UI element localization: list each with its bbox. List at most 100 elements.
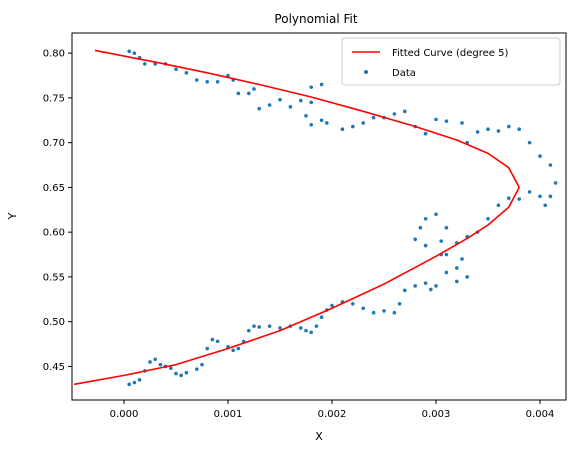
data-point [413, 284, 418, 288]
data-point [439, 239, 444, 243]
data-point [538, 194, 542, 199]
data-point [299, 326, 303, 330]
legend-data-label: Data [392, 68, 416, 79]
data-point [444, 252, 449, 257]
data-point [325, 121, 329, 125]
data-point [319, 82, 324, 87]
y-tick-label: 0.45 [43, 362, 65, 373]
x-tick-label: 0.001 [214, 409, 243, 420]
data-point [169, 366, 173, 371]
data-point [210, 337, 215, 342]
x-axis-label: X [315, 430, 323, 443]
data-point [314, 324, 319, 328]
data-point [236, 91, 241, 96]
data-point [351, 124, 355, 129]
data-point [371, 115, 376, 120]
data-point [548, 163, 553, 167]
data-point [288, 105, 293, 109]
data-point [205, 346, 209, 351]
data-point [413, 237, 418, 242]
data-point [143, 62, 147, 66]
y-tick-label: 0.55 [43, 272, 65, 283]
data-point [267, 324, 272, 328]
data-point [137, 378, 142, 382]
data-point [455, 279, 459, 284]
data-point [418, 225, 423, 230]
y-axis-label: Y [6, 212, 19, 220]
data-point [423, 131, 428, 136]
data-point [434, 117, 438, 122]
data-point [423, 243, 428, 248]
chart-title: Polynomial Fit [274, 12, 357, 26]
data-point [548, 194, 553, 199]
data-point [403, 288, 407, 293]
data-point [257, 106, 262, 111]
data-point [455, 266, 459, 270]
data-point [397, 301, 402, 306]
data-point [371, 310, 376, 315]
fitted-curve-line [73, 49, 520, 386]
data-point [527, 190, 532, 194]
x-tick-label: 0.003 [422, 409, 451, 420]
data-point [330, 303, 334, 308]
data-point [200, 362, 204, 367]
data-point [486, 216, 490, 221]
data-point [423, 281, 428, 285]
data-point [460, 121, 464, 125]
data-point [195, 78, 199, 82]
data-point [340, 127, 345, 132]
data-point [309, 122, 314, 127]
data-point [444, 270, 449, 275]
y-tick-label: 0.60 [43, 228, 65, 239]
x-tick-label: 0.000 [110, 409, 139, 420]
data-point [361, 121, 366, 125]
data-point [475, 130, 480, 134]
data-point [434, 212, 438, 217]
data-point [392, 112, 397, 116]
data-point [231, 348, 235, 353]
data-point [392, 310, 397, 315]
data-point [184, 370, 189, 375]
y-tick-label: 0.70 [43, 138, 65, 149]
legend-data-marker-swatch [364, 70, 368, 74]
data-point [434, 284, 438, 288]
data-point [247, 328, 251, 333]
data-point [517, 197, 521, 201]
data-point [278, 326, 282, 330]
plot-clip-group [73, 49, 558, 387]
data-point [304, 328, 308, 333]
x-axis: 0.000 0.001 0.002 0.003 0.004 [110, 400, 554, 420]
x-tick-label: 0.002 [318, 409, 347, 420]
data-point [486, 127, 490, 132]
data-point [351, 301, 355, 306]
data-point [496, 129, 501, 133]
data-point [205, 79, 209, 84]
data-point [132, 51, 137, 55]
y-tick-label: 0.50 [43, 317, 65, 328]
data-point [215, 339, 220, 344]
data-layer [127, 49, 558, 387]
data-point [184, 71, 189, 75]
data-point [553, 181, 558, 185]
data-point [319, 315, 324, 320]
data-point [174, 371, 178, 376]
data-point [304, 113, 308, 118]
data-point [309, 85, 314, 89]
data-point [309, 100, 314, 105]
data-point [527, 140, 532, 145]
data-point [195, 367, 199, 371]
data-point [517, 127, 521, 132]
data-point [299, 98, 303, 103]
data-point [361, 306, 366, 311]
data-point [423, 216, 428, 221]
legend: Fitted Curve (degree 5) Data [341, 37, 561, 86]
data-point [257, 325, 262, 329]
plot-frame [71, 32, 567, 401]
data-point [267, 103, 272, 107]
data-point [319, 118, 324, 123]
data-point [226, 73, 230, 78]
data-point [444, 225, 449, 230]
data-point [309, 330, 314, 335]
y-tick-label: 0.75 [43, 93, 65, 104]
